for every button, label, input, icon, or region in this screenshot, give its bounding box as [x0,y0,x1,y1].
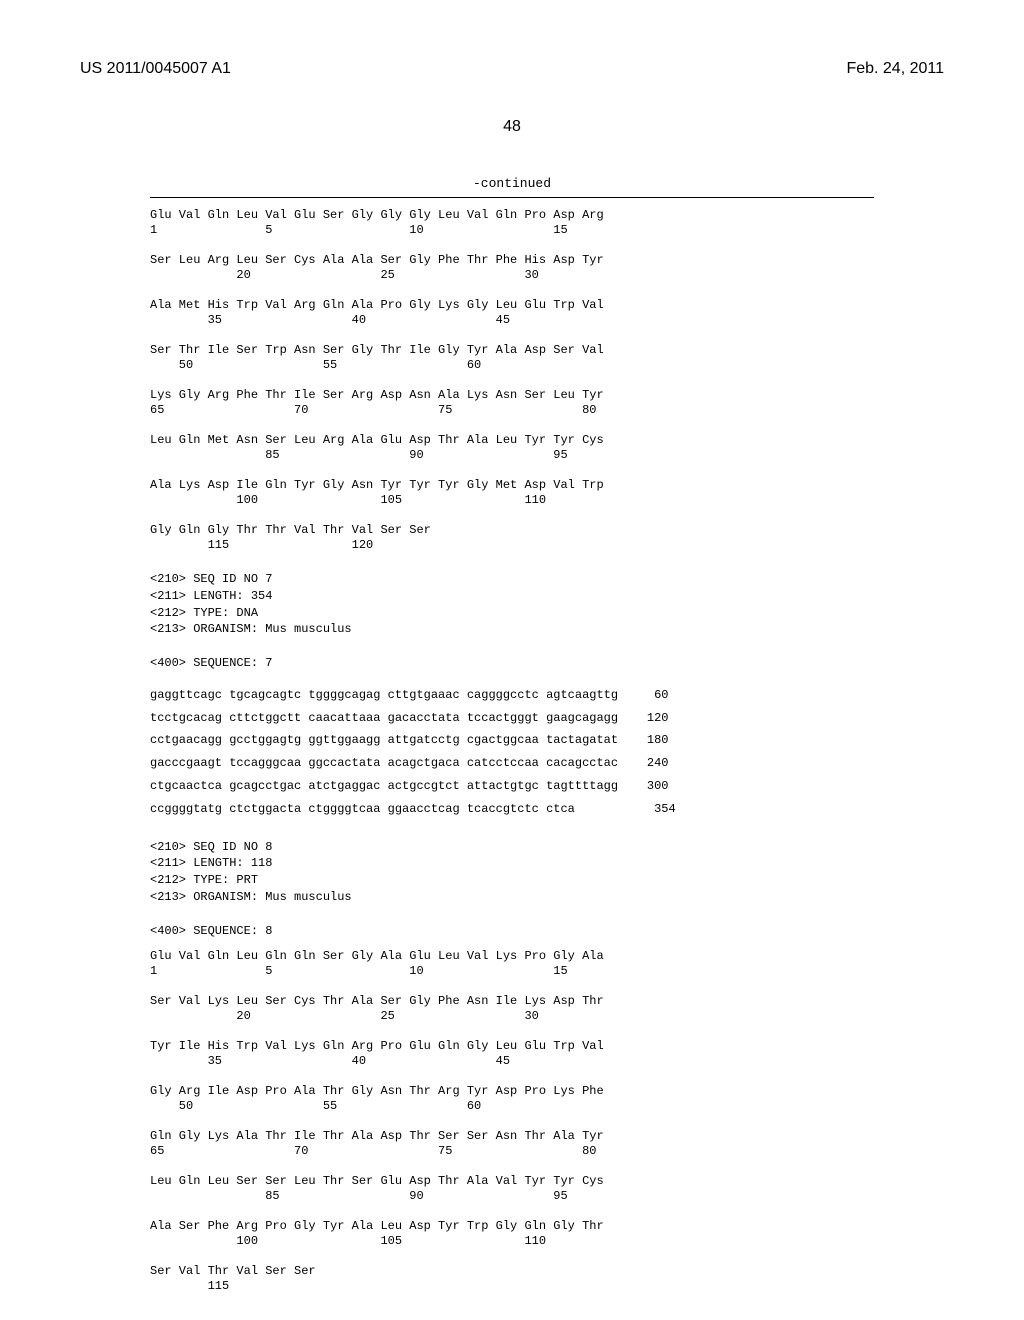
continued-label: -continued [150,176,874,191]
seq-metadata-7: <210> SEQ ID NO 7 <211> LENGTH: 354 <212… [150,571,1024,672]
page-header: US 2011/0045007 A1 Feb. 24, 2011 [0,0,1024,88]
protein-sequence-1: Glu Val Gln Leu Val Glu Ser Gly Gly Gly … [150,208,1024,553]
seq-metadata-8: <210> SEQ ID NO 8 <211> LENGTH: 118 <212… [150,839,1024,940]
publication-number: US 2011/0045007 A1 [80,60,231,77]
section-rule [150,197,874,198]
protein-sequence-8: Glu Val Gln Leu Gln Gln Ser Gly Ala Glu … [150,949,1024,1294]
publication-date: Feb. 24, 2011 [846,60,944,78]
dna-sequence-7: gaggttcagc tgcagcagtc tggggcagag cttgtga… [150,684,1024,821]
page-number: 48 [0,118,1024,136]
